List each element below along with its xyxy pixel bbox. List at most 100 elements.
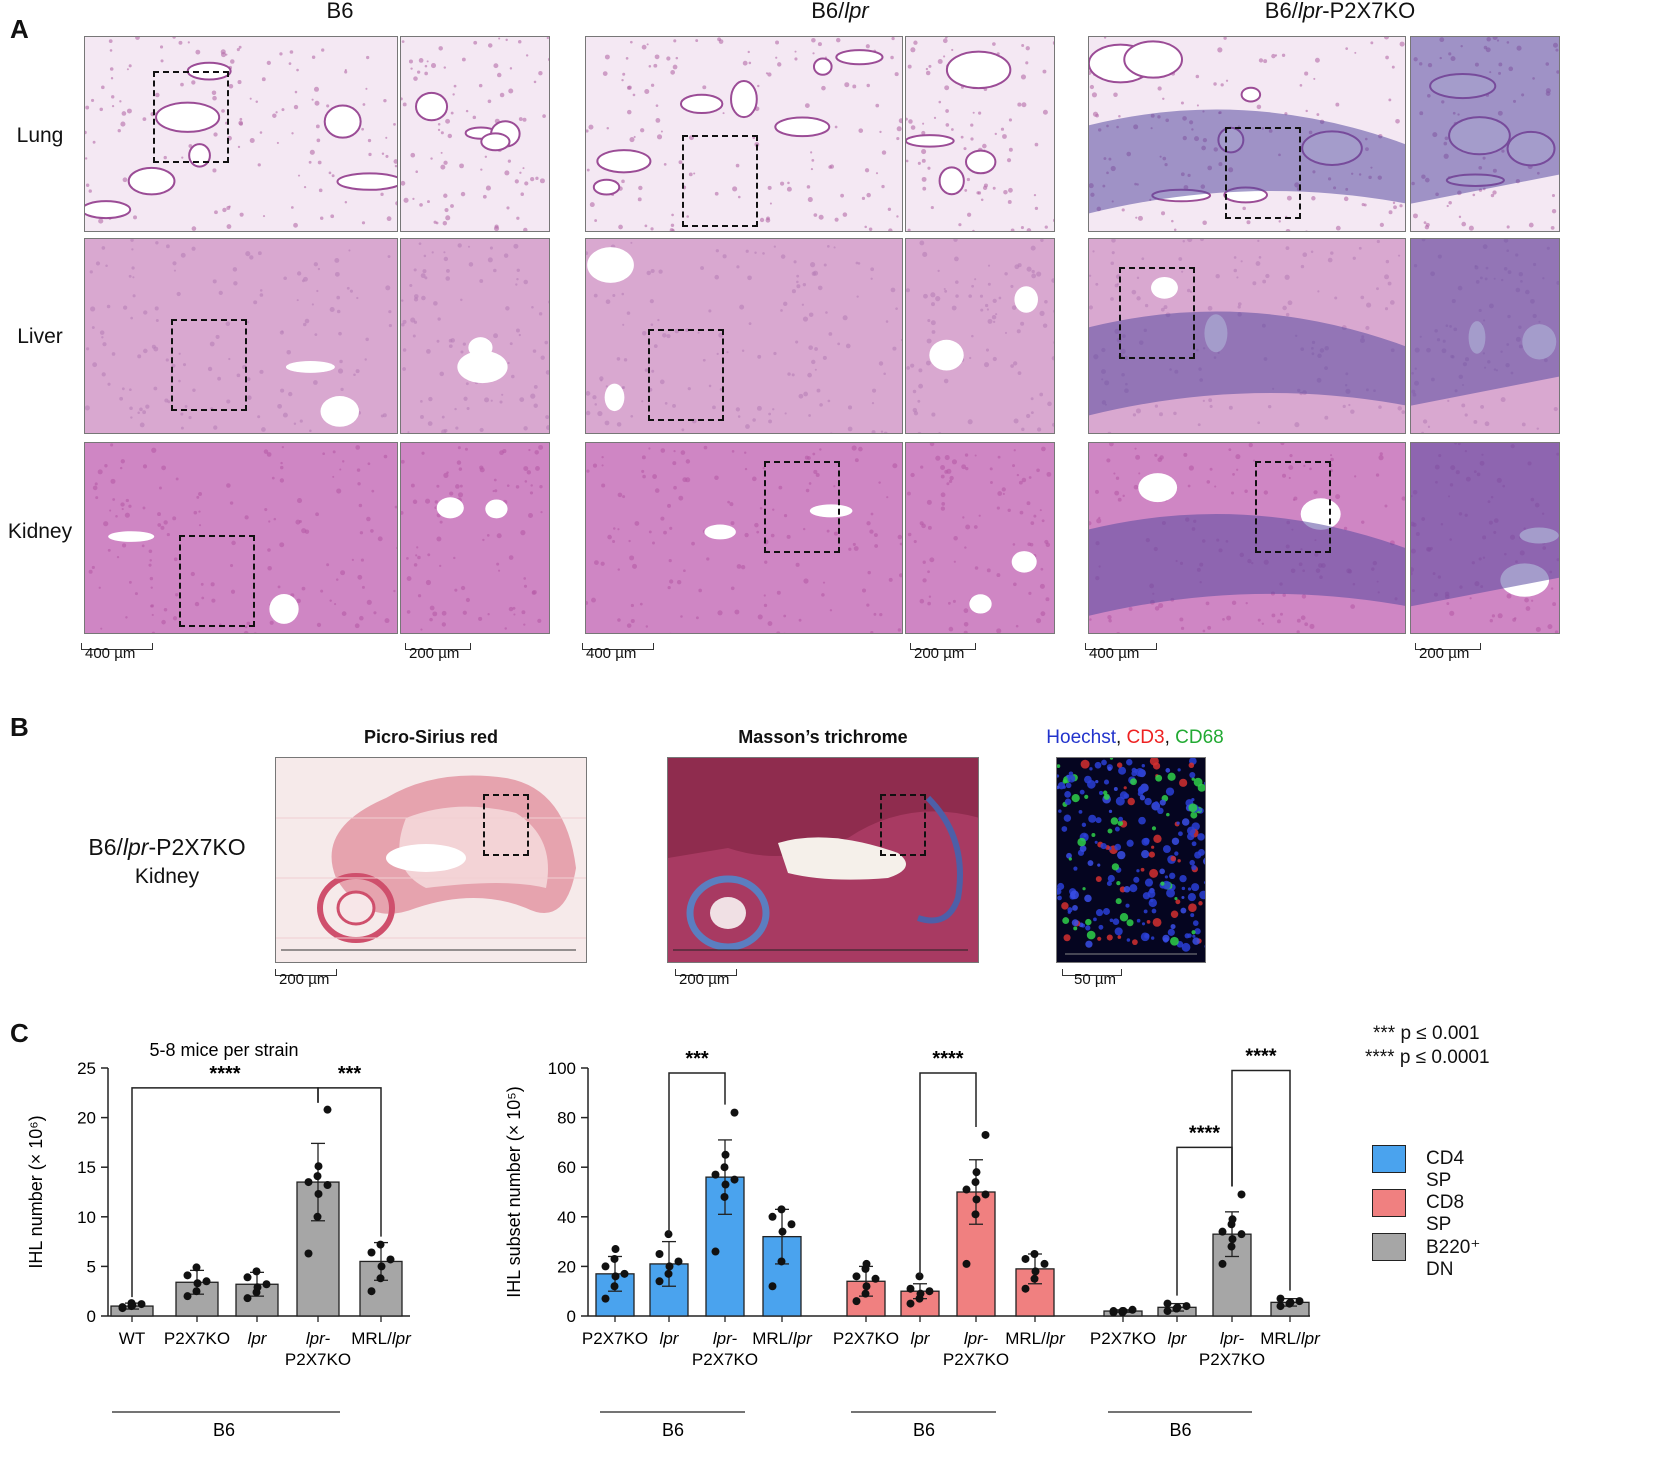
tissue-dot bbox=[657, 318, 660, 322]
tissue-dot bbox=[892, 463, 898, 469]
subset-b220-group-label: B6 bbox=[1169, 1420, 1191, 1440]
cell-nucleus bbox=[1063, 934, 1071, 942]
tissue-dot bbox=[927, 570, 930, 574]
tissue-dot bbox=[801, 303, 805, 306]
tissue-dot bbox=[334, 257, 340, 263]
tissue-dot bbox=[1089, 84, 1095, 90]
tissue-dot bbox=[522, 167, 525, 170]
cell-nucleus bbox=[1178, 831, 1183, 837]
cell-nucleus bbox=[1192, 920, 1199, 926]
tissue-dot bbox=[1095, 489, 1099, 494]
tissue-dot bbox=[101, 336, 104, 339]
tissue-dot bbox=[879, 613, 883, 617]
tissue-dot bbox=[103, 521, 109, 527]
tissue-dot bbox=[1187, 484, 1191, 488]
tissue-dot bbox=[1042, 69, 1047, 74]
tissue-dot bbox=[706, 557, 710, 561]
tissue-dot bbox=[418, 242, 422, 245]
tissue-dot bbox=[365, 337, 369, 342]
tissue-dot bbox=[744, 532, 749, 538]
tissue-dot bbox=[912, 407, 918, 413]
tissue-dot bbox=[1113, 472, 1116, 475]
tissue-lumen bbox=[596, 149, 652, 174]
tissue-dot bbox=[819, 403, 823, 407]
tissue-dot bbox=[768, 419, 773, 424]
tissue-dot bbox=[714, 475, 719, 481]
tissue-dot bbox=[468, 262, 474, 267]
tissue-dot bbox=[316, 622, 322, 628]
tissue-dot bbox=[586, 469, 590, 473]
cell-nucleus bbox=[1179, 778, 1188, 787]
tissue-dot bbox=[515, 485, 520, 489]
tissue-dot bbox=[759, 217, 765, 223]
tissue-dot bbox=[1207, 625, 1212, 630]
tissue-dot bbox=[253, 300, 258, 305]
tissue-dot bbox=[393, 159, 397, 164]
tissue-dot bbox=[870, 267, 875, 272]
subset-cd8-category-label: MRL/lpr bbox=[1005, 1329, 1066, 1348]
tissue-lumen bbox=[969, 594, 992, 614]
cell-nucleus bbox=[1081, 822, 1087, 828]
tissue-dot bbox=[85, 183, 90, 187]
tissue-dot bbox=[436, 484, 440, 488]
roi-box bbox=[1119, 267, 1195, 359]
tissue-dot bbox=[221, 109, 225, 113]
tissue-dot bbox=[1246, 220, 1251, 225]
tissue-dot bbox=[499, 400, 503, 404]
cell-nucleus bbox=[1114, 826, 1120, 832]
tissue-dot bbox=[1207, 305, 1213, 311]
tissue-dot bbox=[126, 68, 129, 71]
cell-nucleus bbox=[1130, 778, 1137, 786]
tissue-dot bbox=[940, 492, 946, 498]
tissue-dot bbox=[524, 181, 529, 186]
cell-nucleus bbox=[1086, 930, 1096, 940]
tissue-dot bbox=[1202, 220, 1207, 226]
tissue-dot bbox=[301, 279, 305, 283]
tissue-dot bbox=[804, 455, 809, 460]
tissue-dot bbox=[116, 555, 120, 559]
tissue-dot bbox=[85, 130, 87, 135]
roi-box bbox=[179, 535, 255, 627]
tissue-dot bbox=[773, 351, 777, 356]
tissue-dot bbox=[1311, 196, 1316, 201]
tissue-dot bbox=[1010, 364, 1014, 368]
tissue-dot bbox=[837, 342, 841, 346]
tissue-dot bbox=[1225, 79, 1229, 82]
tissue-dot bbox=[791, 289, 796, 294]
tissue-dot bbox=[922, 560, 926, 564]
tissue-dot bbox=[425, 579, 432, 586]
subset-cd4-data-point bbox=[665, 1262, 674, 1271]
tissue-dot bbox=[276, 141, 279, 144]
histology-lung-b6-lpr-zoom bbox=[905, 36, 1055, 232]
tissue-dot bbox=[737, 415, 741, 418]
tissue-dot bbox=[128, 64, 132, 68]
ihl-data-point bbox=[313, 1212, 322, 1221]
tissue-dot bbox=[315, 124, 320, 129]
subset-b220-data-point bbox=[1128, 1305, 1137, 1314]
tissue-dot bbox=[507, 159, 512, 163]
tissue-dot bbox=[844, 82, 850, 88]
tissue-dot bbox=[742, 60, 748, 66]
stain-title-sirius: Picro-Sirius red bbox=[363, 727, 499, 747]
tissue-dot bbox=[128, 580, 132, 584]
tissue-dot bbox=[593, 293, 598, 298]
tissue-dot bbox=[1335, 102, 1340, 107]
tissue-dot bbox=[597, 411, 603, 417]
tissue-dot bbox=[201, 596, 205, 600]
tissue-dot bbox=[192, 388, 196, 392]
cell-nucleus bbox=[1087, 860, 1094, 866]
tissue-dot bbox=[430, 62, 437, 69]
tissue-dot bbox=[1002, 492, 1005, 496]
tissue-dot bbox=[1330, 251, 1334, 255]
tissue-dot bbox=[912, 389, 917, 394]
tissue-dot bbox=[339, 359, 343, 364]
tissue-dot bbox=[1118, 114, 1121, 118]
tissue-dot bbox=[922, 578, 927, 583]
tissue-dot bbox=[395, 201, 397, 206]
tissue-dot bbox=[754, 251, 757, 254]
tissue-dot bbox=[967, 419, 973, 425]
tissue-dot bbox=[180, 252, 186, 258]
cell-nucleus bbox=[1095, 817, 1102, 824]
scale-bar-label: 400 µm bbox=[85, 645, 136, 662]
tissue-dot bbox=[428, 396, 433, 402]
